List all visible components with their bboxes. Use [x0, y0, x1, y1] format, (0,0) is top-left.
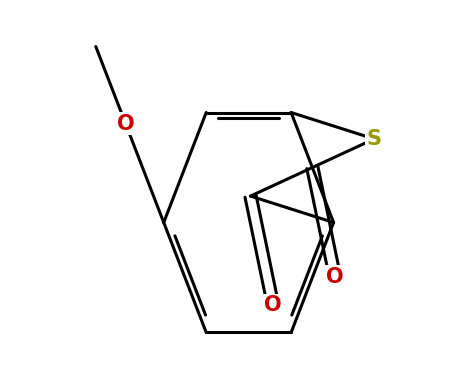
- Text: O: O: [264, 295, 282, 315]
- Text: O: O: [117, 114, 134, 133]
- Text: O: O: [326, 267, 344, 287]
- Text: S: S: [367, 129, 382, 149]
